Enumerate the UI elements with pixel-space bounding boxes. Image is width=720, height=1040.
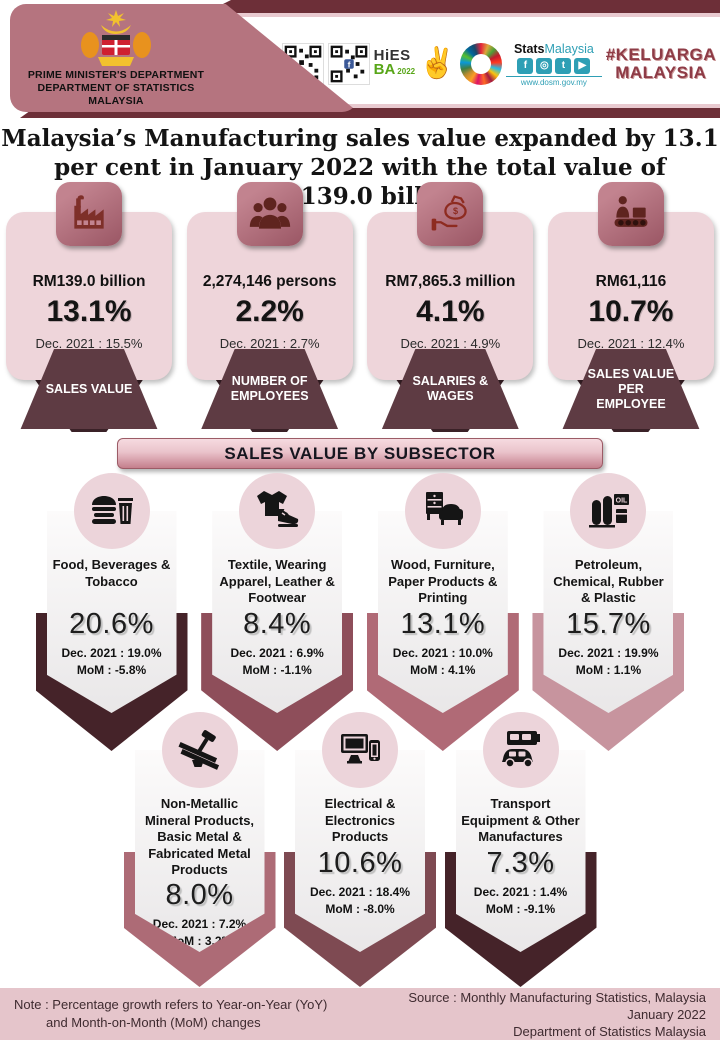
petroleum-icon: OIL [589, 494, 630, 528]
subsector-card-electronics: Electrical & Electronics Products 10.6% … [283, 712, 438, 992]
svg-text:$: $ [453, 206, 458, 216]
dosm-url: www.dosm.gov.my [505, 75, 602, 87]
subsector-growth: 10.6% [317, 847, 403, 879]
subsector-name: Non-Metallic Mineral Products, Basic Met… [144, 796, 255, 877]
coat-of-arms [81, 10, 151, 66]
kpi-value: RM61,116 [595, 273, 667, 290]
subsector-card-transport: Transport Equipment & Other Manufactures… [443, 712, 598, 992]
furniture-icon [425, 492, 463, 525]
subsector-name: Food, Beverages & Tobacco [52, 557, 171, 589]
subsector-mom: MoM : -1.1% [242, 663, 312, 677]
electronics-icon [341, 734, 380, 764]
qr-code-facebook-icon: f [327, 43, 370, 85]
kpi-value: RM139.0 billion [32, 273, 146, 290]
kpi-label: NUMBER OF EMPLOYEES [201, 349, 339, 429]
facebook-icon: f [517, 57, 534, 74]
subsector-name: Transport Equipment & Other Manufactures [461, 796, 580, 844]
svg-text:OIL: OIL [616, 498, 628, 505]
employees-icon [249, 197, 290, 229]
kpi-growth: 13.1% [46, 295, 132, 328]
header-divider-dark [20, 108, 720, 118]
subsector-previous: Dec. 2021 : 7.2% [152, 916, 247, 931]
subsector-previous: Dec. 2021 : 19.9% [558, 646, 659, 660]
subsector-row-2: Non-Metallic Mineral Products, Basic Met… [122, 712, 598, 992]
transport-icon [501, 731, 540, 768]
subsector-mom: MoM : -9.1% [485, 902, 556, 916]
subsector-name: Wood, Furniture, Paper Products & Printi… [388, 557, 498, 605]
subsector-previous: Dec. 2021 : 19.0% [61, 646, 162, 660]
header-divider-pink [30, 104, 720, 108]
keluarga-malaysia-logo: #KELUARGA MALAYSIA [605, 45, 716, 82]
subsector-card-petroleum: Petroleum, Chemical, Rubber & Plastic 15… [531, 473, 686, 753]
kpi-previous: Dec. 2021 : 15.5% [35, 336, 143, 351]
kpi-previous: Dec. 2021 : 12.4% [577, 336, 685, 351]
census-hand-logo: ✌ [418, 47, 457, 80]
youtube-icon: ▶ [574, 57, 591, 74]
kpi-row: RM139.0 billion 13.1% Dec. 2021 : 15.5% … [6, 182, 714, 434]
metal-icon [178, 730, 219, 770]
subsector-mom: MoM : 1.1% [575, 663, 642, 677]
department-name-line1: PRIME MINISTER'S DEPARTMENT [27, 69, 205, 81]
kpi-value: 2,274,146 persons [202, 273, 337, 290]
header-top-stripe-pink [215, 13, 720, 17]
kpi-card-salaries: RM7,865.3 million 4.1% Dec. 2021 : 4.9% … [367, 182, 534, 432]
subsector-mom: MoM : -5.8% [76, 663, 147, 677]
subsector-row-1: Food, Beverages & Tobacco 20.6% Dec. 202… [34, 473, 686, 753]
kpi-card-sales-per-employee: RM61,116 10.7% Dec. 2021 : 12.4% MoM : -… [547, 182, 714, 432]
kpi-card-sales-value: RM139.0 billion 13.1% Dec. 2021 : 15.5% … [6, 182, 172, 432]
subsector-previous: Dec. 2021 : 10.0% [392, 646, 493, 660]
kpi-previous: Dec. 2021 : 4.9% [400, 336, 501, 351]
instagram-icon: ◎ [536, 57, 553, 74]
salary-icon: $ [431, 195, 468, 231]
hies-ba-logo: HiES BA 2022 [373, 47, 416, 78]
subsector-card-wood-furniture: Wood, Furniture, Paper Products & Printi… [365, 473, 520, 753]
department-name-line2: DEPARTMENT OF STATISTICS MALAYSIA [37, 82, 195, 107]
subsector-name: Electrical & Electronics Products [324, 796, 396, 844]
subsector-growth: 15.7% [566, 608, 651, 640]
factory-icon [74, 195, 104, 229]
subsector-mom: MoM : 4.1% [410, 663, 476, 677]
subsector-previous: Dec. 2021 : 1.4% [473, 885, 568, 899]
kpi-growth: 2.2% [235, 295, 304, 328]
footer: Note : Percentage growth refers to Year-… [0, 988, 720, 1040]
subsector-previous: Dec. 2021 : 6.9% [230, 646, 324, 660]
kpi-growth: 4.1% [416, 295, 485, 328]
page-title: Malaysia’s Manufacturing sales value exp… [1, 125, 719, 210]
sdg-wheel-logo [460, 43, 503, 85]
subsector-growth: 8.4% [243, 608, 312, 640]
subsector-name: Petroleum, Chemical, Rubber & Plastic [553, 557, 664, 605]
subsector-growth: 7.3% [486, 847, 555, 879]
subsector-growth: 8.0% [165, 878, 234, 911]
subsector-growth: 20.6% [69, 608, 154, 640]
kpi-growth: 10.7% [588, 295, 674, 328]
kpi-card-employees: 2,274,146 persons 2.2% Dec. 2021 : 2.7% … [186, 182, 353, 432]
footer-source: Source : Monthly Manufacturing Statistic… [408, 989, 706, 1039]
header-logos: f HiES BA 2022 ✌ StatsMalaysia f ◎ t ▶ ww… [282, 34, 716, 94]
worker-icon [614, 196, 648, 227]
svg-text:f: f [347, 59, 350, 69]
stats-malaysia-logo: StatsMalaysia f ◎ t ▶ www.dosm.gov.my [505, 42, 602, 87]
footer-note: Note : Percentage growth refers to Year-… [14, 997, 328, 1030]
subsector-banner: SALES VALUE BY SUBSECTOR [117, 438, 603, 469]
subsector-name: Textile, Wearing Apparel, Leather & Foot… [219, 557, 335, 605]
subsector-growth: 13.1% [400, 608, 486, 640]
kpi-previous: Dec. 2021 : 2.7% [219, 336, 320, 351]
twitter-icon: t [555, 57, 572, 74]
subsector-previous: Dec. 2021 : 18.4% [309, 885, 411, 899]
subsector-card-food: Food, Beverages & Tobacco 20.6% Dec. 202… [34, 473, 189, 753]
subsector-mom: MoM : -8.0% [325, 902, 395, 916]
header-top-stripe [205, 0, 720, 13]
textile-icon [257, 491, 299, 527]
subsector-card-textile: Textile, Wearing Apparel, Leather & Foot… [200, 473, 355, 753]
subsector-card-metal: Non-Metallic Mineral Products, Basic Met… [122, 712, 277, 992]
kpi-value: RM7,865.3 million [385, 273, 516, 290]
food-icon [91, 496, 133, 524]
